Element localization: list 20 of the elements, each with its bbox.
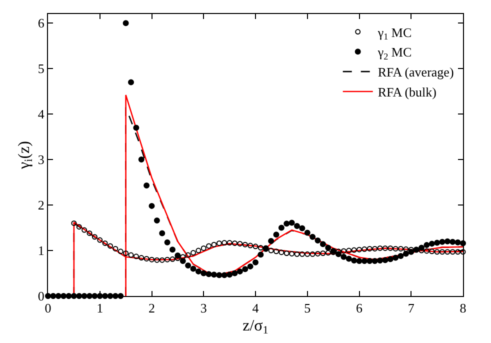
x-tick-label: 3 [200,300,207,316]
legend-label: RFA (bulk) [378,84,436,100]
legend-label: RFA (average) [378,64,454,80]
y-tick-label: 6 [38,16,45,31]
y-tick-label: 0 [38,288,44,304]
y-tick-label: 1 [38,243,44,258]
x-axis-title: z/σ$_{1}$ [242,317,268,337]
x-tick-label: 5 [304,300,311,316]
x-tick-label: 4 [252,300,260,316]
y-tick-label: 2 [38,198,44,213]
y-tick-label: 5 [38,61,44,76]
legend-label: γ$_{1}$ MC [376,24,412,42]
x-tick-label: 7 [408,300,415,316]
legend-label: γ$_{2}$ MC [376,44,412,62]
x-tick-label: 2 [148,300,155,316]
x-tick-label: 1 [96,300,104,316]
y-tick-label: 3 [38,152,44,168]
y-tick-label: 4 [38,106,45,122]
x-tick-label: 6 [356,300,363,316]
x-tick-label: 8 [460,300,466,316]
